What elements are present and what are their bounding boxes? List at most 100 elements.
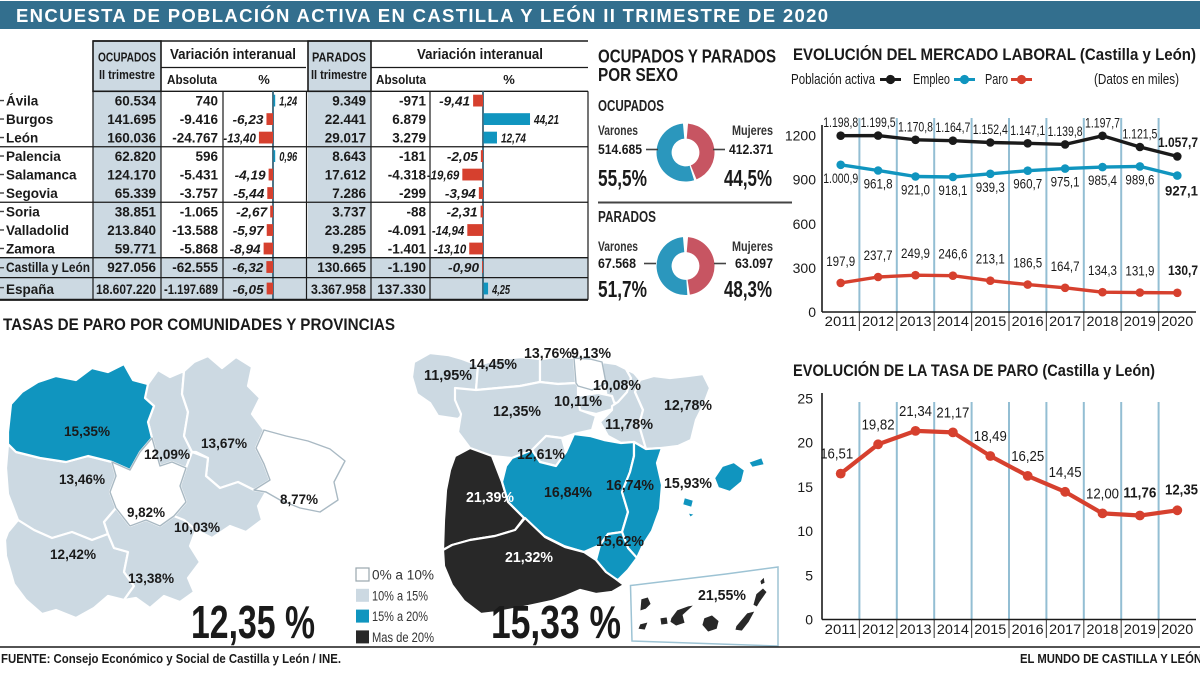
svg-text:-971: -971 [399,94,427,109]
svg-text:300: 300 [793,260,817,276]
svg-text:1.057,7: 1.057,7 [1158,134,1198,150]
svg-text:21,55%: 21,55% [698,587,746,604]
svg-text:60.534: 60.534 [115,94,157,109]
svg-text:141.695: 141.695 [107,112,156,127]
svg-text:-1.401: -1.401 [388,241,427,256]
svg-text:10: 10 [797,523,813,539]
svg-text:48,3%: 48,3% [724,276,772,302]
svg-text:124.170: 124.170 [107,167,156,182]
svg-text:-88: -88 [406,204,426,219]
svg-text:-2,05: -2,05 [447,149,479,164]
svg-text:2020: 2020 [1161,313,1193,329]
svg-text:OCUPADOS: OCUPADOS [598,98,664,115]
svg-text:134,3: 134,3 [1088,263,1117,278]
svg-text:13,46%: 13,46% [59,471,106,487]
svg-text:12,61%: 12,61% [517,446,565,463]
svg-text:12,78%: 12,78% [664,397,712,414]
svg-text:10,11%: 10,11% [554,393,602,410]
svg-text:960,7: 960,7 [1013,177,1042,192]
svg-text:8,77%: 8,77% [280,491,319,507]
svg-text:-13.588: -13.588 [172,223,218,238]
svg-text:Palencia: Palencia [6,149,61,164]
svg-text:213.840: 213.840 [107,223,156,238]
svg-text:197,9: 197,9 [826,254,855,269]
svg-text:22.441: 22.441 [325,112,367,127]
svg-text:1.121,5: 1.121,5 [1122,127,1157,142]
svg-text:-4.318: -4.318 [388,167,427,182]
svg-text:-62.555: -62.555 [172,260,218,275]
svg-text:Segovia: Segovia [6,186,58,201]
svg-text:927.056: 927.056 [107,260,156,275]
svg-text:-4.091: -4.091 [388,223,427,238]
svg-text:-19,69: -19,69 [427,167,460,182]
svg-text:249,9: 249,9 [901,246,930,261]
svg-text:900: 900 [793,172,817,188]
svg-text:65.339: 65.339 [115,186,156,201]
svg-text:9.349: 9.349 [332,94,366,109]
svg-text:62.820: 62.820 [115,149,156,164]
svg-text:12,00: 12,00 [1086,486,1119,502]
svg-text:-8,94: -8,94 [230,241,262,256]
svg-text:600: 600 [793,216,817,232]
svg-text:-0,90: -0,90 [448,260,480,275]
svg-text:3.367.958: 3.367.958 [311,282,366,297]
svg-text:596: 596 [195,149,218,164]
svg-text:2015: 2015 [974,313,1006,329]
svg-text:12,42%: 12,42% [50,546,97,562]
svg-text:1.147,1: 1.147,1 [1010,123,1045,138]
svg-text:961,8: 961,8 [864,177,893,192]
svg-text:1.152,4: 1.152,4 [973,122,1008,137]
svg-text:4,25: 4,25 [491,282,510,297]
svg-text:10% a 15%: 10% a 15% [372,588,428,603]
svg-text:2018: 2018 [1087,621,1119,637]
svg-text:2011: 2011 [825,621,857,637]
svg-text:2014: 2014 [937,313,969,329]
svg-text:2013: 2013 [900,313,932,329]
svg-text:0: 0 [805,612,813,628]
svg-text:-13,10: -13,10 [434,241,467,256]
svg-text:17.612: 17.612 [325,167,366,182]
svg-text:38.851: 38.851 [115,204,157,219]
svg-text:Variación interanual: Variación interanual [170,47,296,63]
svg-text:POR SEXO: POR SEXO [598,65,678,85]
svg-text:164,7: 164,7 [1051,259,1080,274]
svg-text:1,24: 1,24 [279,94,298,109]
svg-text:2020: 2020 [1161,621,1193,637]
svg-text:15% a 20%: 15% a 20% [372,609,428,624]
svg-text:-1.197.689: -1.197.689 [164,282,218,297]
svg-text:3.279: 3.279 [392,130,426,145]
svg-text:67.568: 67.568 [598,255,636,271]
svg-text:11,76: 11,76 [1123,486,1156,502]
svg-text:21,17: 21,17 [936,405,969,421]
svg-text:412.371: 412.371 [729,141,773,157]
svg-text:21,39%: 21,39% [466,489,514,506]
svg-text:11,78%: 11,78% [605,416,653,433]
svg-text:1.139,8: 1.139,8 [1048,124,1083,139]
svg-text:Salamanca: Salamanca [6,167,77,182]
svg-text:989,6: 989,6 [1125,172,1154,187]
svg-text:EVOLUCIÓN DEL MERCADO LABORAL: EVOLUCIÓN DEL MERCADO LABORAL (Castilla … [793,45,1196,64]
svg-text:-5.431: -5.431 [180,167,219,182]
svg-text:918,1: 918,1 [938,183,967,198]
svg-text:-3,94: -3,94 [445,186,477,201]
svg-text:18.607.220: 18.607.220 [96,282,156,297]
svg-text:2015: 2015 [974,621,1006,637]
svg-text:Mujeres: Mujeres [732,123,773,138]
svg-text:2018: 2018 [1087,313,1119,329]
svg-text:1.164,7: 1.164,7 [935,120,970,135]
svg-text:29.017: 29.017 [325,130,366,145]
svg-text:15,62%: 15,62% [596,533,644,550]
svg-text:FUENTE: Consejo Económico y So: FUENTE: Consejo Económico y Social de Ca… [1,652,341,666]
svg-text:Castilla y León: Castilla y León [6,260,90,275]
svg-text:514.685: 514.685 [598,141,642,157]
svg-text:1.198,8: 1.198,8 [823,115,858,130]
svg-text:Mujeres: Mujeres [732,239,773,254]
svg-text:186,5: 186,5 [1013,256,1042,271]
svg-text:Absoluta: Absoluta [167,72,218,87]
svg-text:213,1: 213,1 [976,252,1005,267]
svg-text:1.170,8: 1.170,8 [898,119,933,134]
svg-text:740: 740 [195,94,218,109]
svg-text:1.000,9: 1.000,9 [823,171,858,186]
svg-text:Población activa: Población activa [791,72,876,88]
svg-text:0: 0 [808,304,816,320]
